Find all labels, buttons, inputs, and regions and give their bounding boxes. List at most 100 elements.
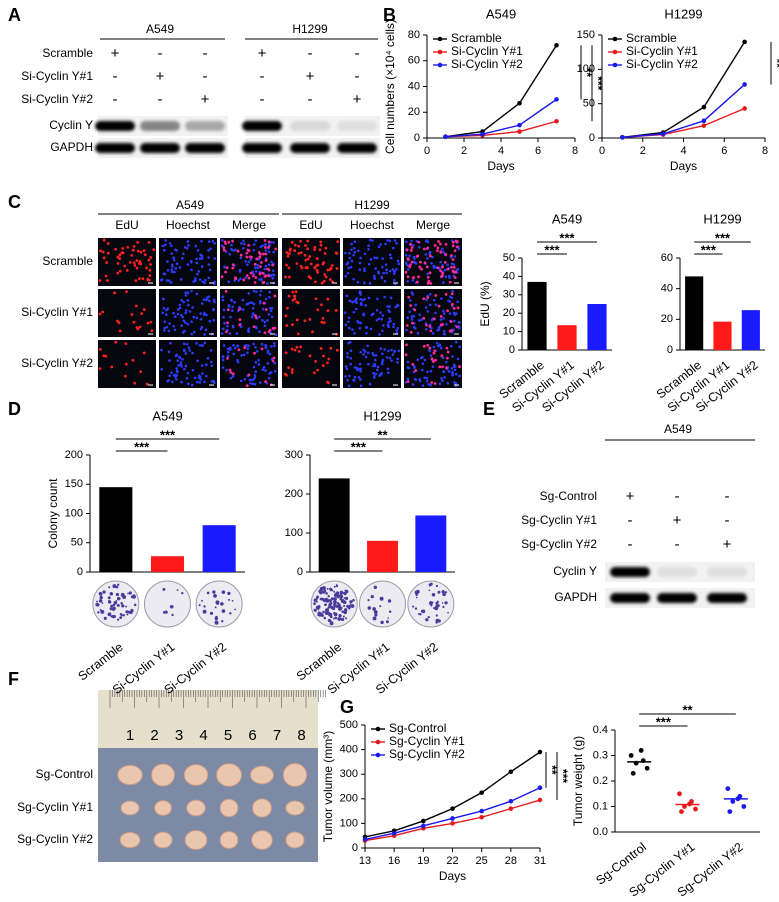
edu-cell [284,275,287,279]
y-tick-label: 40 [503,270,515,282]
nucleus [228,252,231,256]
colony [345,617,348,620]
data-point [620,135,625,140]
edu-cell [225,266,229,270]
nucleus [344,365,348,368]
edu-cell [327,357,331,361]
y-tick-label: 0.3 [593,749,608,761]
nucleus [267,250,271,254]
nucleus [348,326,351,330]
nucleus [258,299,262,303]
nucleus [177,364,180,367]
legend-label: Si-Cyclin Y#1 [626,44,698,58]
colony [437,590,441,594]
colony [213,594,217,598]
nucleus [349,357,353,360]
colony [349,600,353,604]
edu-cell [428,254,432,258]
edu-cell [308,255,312,258]
nucleus [232,343,235,347]
nucleus [454,312,458,315]
nucleus [364,304,368,307]
stain-label: Hoechst [350,218,395,232]
edu-cell [123,374,127,378]
edu-cell [113,291,116,295]
colony [420,610,424,613]
sign: - [628,536,633,553]
nucleus [353,366,357,369]
edu-cell [259,265,262,268]
tumor [117,764,143,786]
nucleus [209,247,212,251]
nucleus [456,268,460,271]
edu-cell [299,345,303,349]
condition-label: Sg-Control [36,767,93,781]
sign: - [628,512,633,529]
edu-cell [258,272,262,276]
blot-band [657,567,697,577]
edu-cell [324,275,328,279]
edu-cell [446,309,449,313]
colony [212,590,216,594]
edu-cell [304,244,307,247]
nucleus [203,281,206,285]
legend-label: Scramble [626,31,677,45]
significance-label: *** [160,427,176,442]
edu-cell [315,257,319,260]
edu-cell [267,274,271,278]
nucleus [357,376,361,379]
nucleus [386,367,390,371]
nucleus [192,315,196,319]
colony [387,617,389,619]
colony [419,613,422,616]
sign: - [355,68,360,85]
nucleus [273,344,276,348]
colony [343,610,348,615]
edu-cell [263,239,267,242]
nucleus [170,270,174,274]
tumor [219,798,239,818]
nucleus [254,325,258,329]
nucleus [442,309,445,313]
nucleus [363,281,366,285]
edu-cell [247,249,251,253]
nucleus [268,352,272,356]
data-point [679,809,684,814]
nucleus [450,367,454,370]
nucleus [408,310,411,314]
nucleus [195,261,199,265]
colony [334,616,338,620]
edu-cell [316,263,320,267]
nucleus [406,377,410,381]
nucleus [430,318,434,322]
y-tick-label: 0 [667,344,673,356]
nucleus [372,364,375,368]
edu-cell [287,366,291,369]
edu-cell [430,381,434,384]
tumor [285,800,305,816]
x-tick-label: 31 [534,855,546,867]
colony [198,604,201,607]
colony [379,605,382,608]
nucleus [358,362,362,366]
edu-cell [118,253,122,257]
edu-cell [452,266,456,269]
colony [333,600,337,605]
nucleus [353,375,357,379]
nucleus [220,238,224,242]
nucleus [261,307,265,311]
nucleus [208,268,212,272]
colony [125,610,129,614]
chart-title: H1299 [363,408,401,423]
edu-cell [262,252,265,256]
stain-label: EdU [299,218,322,232]
blot-band [290,121,330,131]
significance-label: ** [770,58,779,68]
edu-cell [334,308,338,312]
sign: - [725,512,730,529]
edu-cell [437,304,441,308]
colony [313,608,317,612]
edu-cell [426,246,430,250]
colony [98,592,103,596]
